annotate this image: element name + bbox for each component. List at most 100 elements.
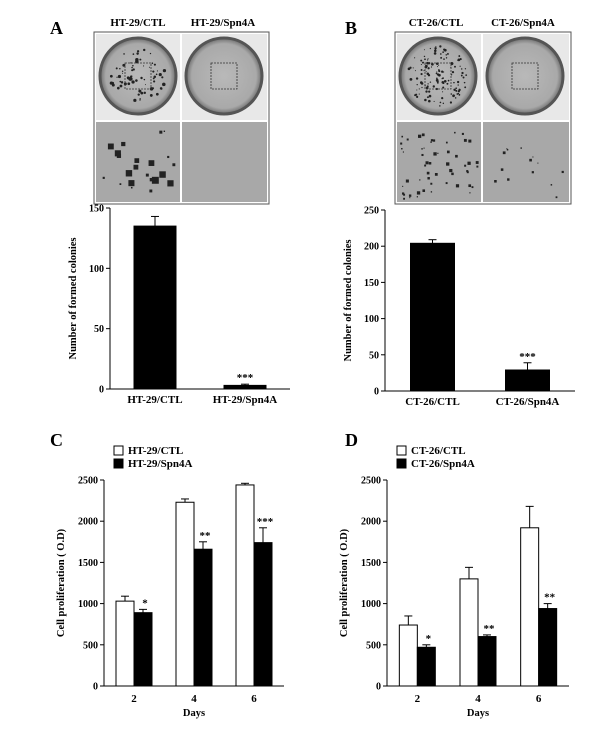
colony-speck (140, 76, 143, 80)
colony-speck (455, 89, 458, 92)
colony-speck (135, 58, 139, 62)
x-tick-label: 6 (251, 693, 257, 705)
colony-speck (418, 134, 422, 138)
y-tick-label: 50 (94, 324, 104, 335)
colony-speck (132, 53, 135, 55)
bar (477, 636, 497, 687)
colony-speck (463, 138, 467, 142)
colonies-dish-ctl (407, 45, 468, 107)
colony-speck (441, 70, 444, 73)
x-tick-label: 4 (191, 693, 197, 705)
colony-speck (427, 177, 430, 180)
colony-speck (427, 74, 431, 77)
colony-speck (454, 65, 456, 68)
y-tick-label: 50 (369, 350, 379, 361)
colony-speck (465, 74, 468, 76)
y-tick-label: 250 (364, 206, 379, 217)
colony-speck (109, 81, 114, 85)
colony-speck (423, 55, 426, 58)
colony-speck (148, 160, 155, 166)
category-label: CT-26/CTL (405, 396, 460, 408)
colony-speck (436, 71, 438, 73)
colony-speck (458, 55, 460, 57)
colony-speck (436, 77, 438, 80)
colony-speck (132, 64, 134, 67)
colony-speck (436, 66, 439, 68)
colony-speck (143, 78, 146, 81)
colony-speck (135, 79, 138, 82)
colony-speck (144, 84, 146, 86)
colony-speck (436, 73, 440, 76)
colony-speck (116, 86, 120, 90)
colony-speck (442, 82, 445, 84)
y-tick-label: 0 (93, 682, 98, 693)
legend-swatch (396, 445, 407, 456)
colony-speck (426, 61, 429, 65)
colony-speck (159, 73, 162, 76)
colony-speck (418, 88, 420, 90)
colony-speck (428, 94, 432, 98)
colony-speck (123, 53, 125, 55)
colony-speck (136, 50, 140, 53)
colony-speck (443, 58, 445, 60)
colony-speck (466, 170, 469, 173)
colony-speck (151, 62, 154, 65)
colony-speck (464, 68, 467, 70)
colony-speck (446, 162, 450, 166)
colony-speck (149, 94, 153, 97)
colony-speck (139, 99, 141, 101)
y-tick-label: 0 (374, 387, 379, 398)
colony-speck (145, 173, 149, 177)
colony-speck (432, 139, 436, 142)
legend-swatch (113, 445, 124, 456)
colony-speck (416, 83, 418, 86)
colony-speck (138, 89, 142, 93)
colony-speck (469, 192, 471, 194)
colony-speck (431, 62, 434, 66)
colony-photo-figure-a: HT-29/CTL HT-29/Spn4A (93, 17, 270, 205)
colony-speck (424, 58, 426, 61)
colony-speck (416, 95, 419, 99)
colony-speck (464, 86, 467, 89)
colony-speck (403, 197, 406, 200)
zoom-image-spn4a (483, 122, 569, 202)
colony-photo-figure-b: CT-26/CTL CT-26/Spn4A (394, 17, 572, 205)
colonies-zoom-ctl (102, 130, 176, 193)
colony-speck (140, 91, 144, 95)
colony-speck (412, 67, 414, 69)
colony-speck (456, 93, 459, 95)
culture-dish-spn4a (184, 36, 264, 116)
colony-speck (407, 67, 411, 71)
y-tick-label: 2000 (361, 517, 381, 528)
colony-speck (421, 86, 423, 89)
colony-speck (119, 68, 121, 70)
colony-speck (446, 52, 449, 55)
bar (175, 501, 195, 687)
colony-speck (401, 192, 405, 195)
legend-label: HT-29/CTL (128, 445, 183, 457)
colony-speck (507, 178, 510, 181)
colony-speck (102, 176, 105, 179)
colony-speck (463, 81, 466, 84)
colony-speck (425, 90, 428, 93)
colony-speck (109, 74, 113, 78)
bar (235, 484, 255, 687)
colony-speck (119, 84, 123, 88)
colony-speck (421, 61, 425, 64)
colony-speck (430, 182, 433, 185)
y-tick-label: 150 (364, 278, 379, 289)
colony-speck (427, 59, 429, 61)
colony-speck (455, 184, 460, 188)
colony-speck (421, 153, 424, 157)
y-tick-label: 500 (366, 640, 381, 651)
colony-speck (442, 102, 445, 105)
colony-speck (453, 94, 455, 96)
colony-speck (414, 70, 416, 72)
colony-speck (428, 99, 431, 103)
bar (133, 612, 153, 687)
bar (410, 242, 455, 392)
colony-speck (152, 70, 155, 73)
colony-speck (423, 49, 425, 51)
chart-a: 0 50 100 150 Number of formed colonies HT-29/… (68, 204, 290, 406)
colony-speck (430, 141, 432, 143)
